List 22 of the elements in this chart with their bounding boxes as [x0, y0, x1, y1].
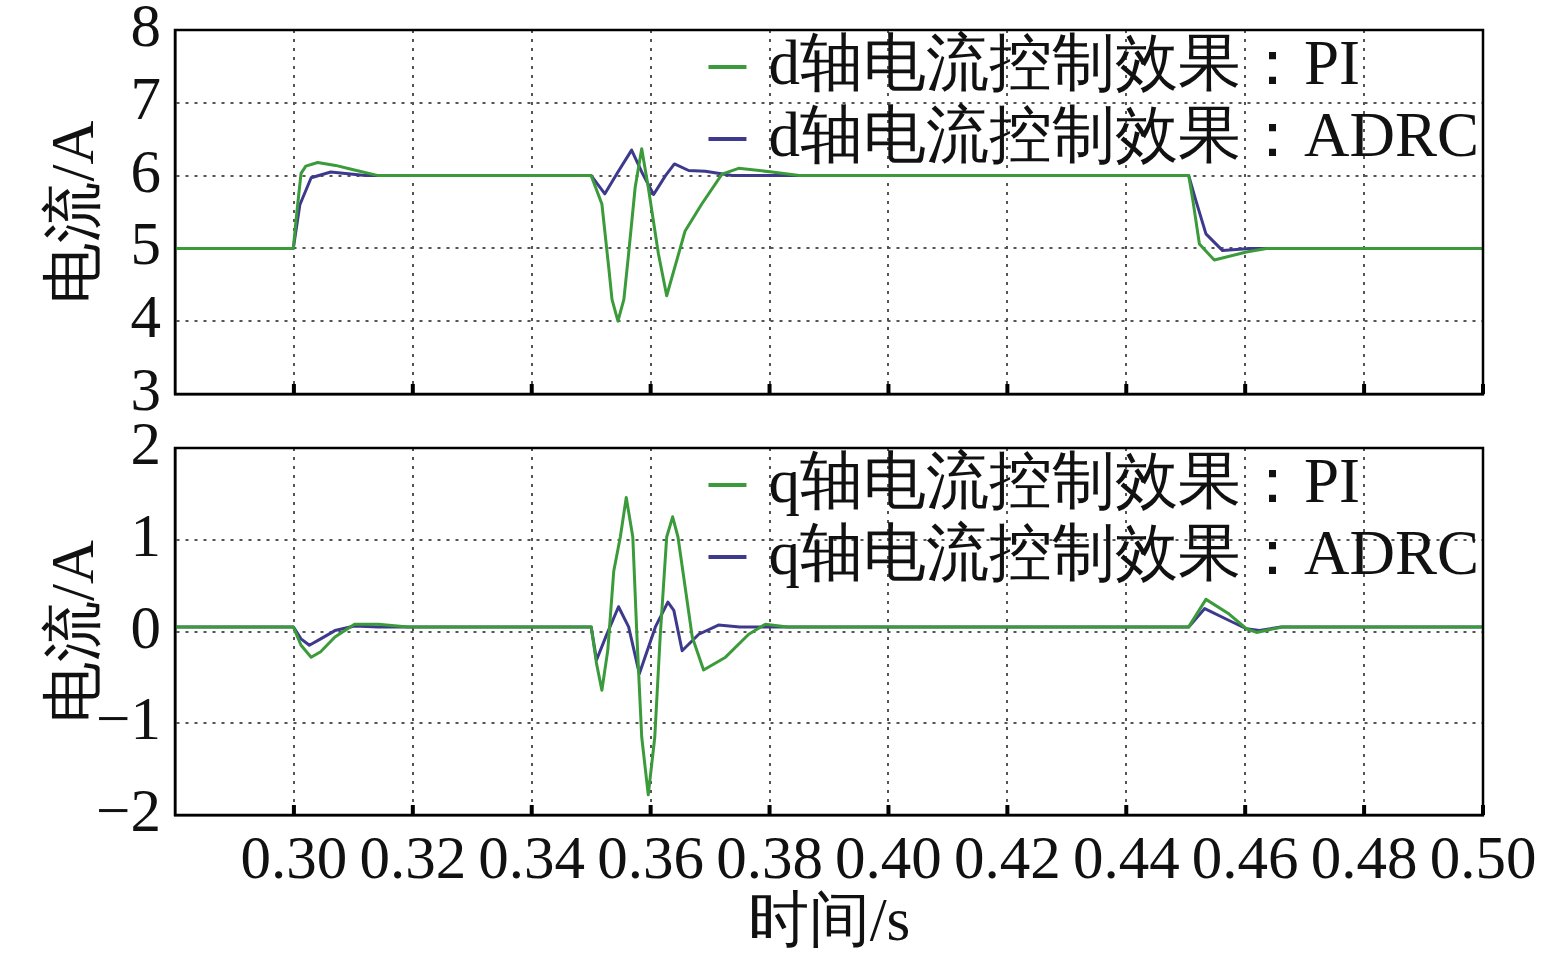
legend-label: q轴电流控制效果：ADRC — [768, 517, 1480, 588]
x-tick-label: 0.30 — [240, 823, 348, 891]
x-tick-label: 0.44 — [1072, 823, 1180, 891]
x-tick-label: 0.36 — [597, 823, 705, 891]
y-axis-title: 电流/A — [38, 120, 106, 304]
x-tick-label: 0.42 — [953, 823, 1061, 891]
legend-label: d轴电流控制效果：ADRC — [768, 99, 1480, 170]
x-tick-label: 0.48 — [1310, 823, 1418, 891]
y-tick-label: 4 — [130, 283, 161, 351]
y-tick-label: 0 — [130, 593, 161, 661]
legend-label: d轴电流控制效果：PI — [768, 27, 1360, 98]
y-tick-label: 7 — [130, 64, 161, 132]
y-tick-label: 1 — [130, 501, 161, 569]
x-tick-label: 0.34 — [478, 823, 586, 891]
legend-label: q轴电流控制效果：PI — [768, 445, 1360, 516]
x-tick-label: 0.32 — [359, 823, 467, 891]
x-tick-label: 0.50 — [1429, 823, 1537, 891]
y-tick-label: 6 — [130, 137, 161, 205]
y-tick-label: 5 — [130, 210, 161, 278]
x-tick-label: 0.46 — [1191, 823, 1299, 891]
y-tick-label: 8 — [130, 0, 161, 60]
y-tick-label: −2 — [96, 777, 161, 845]
